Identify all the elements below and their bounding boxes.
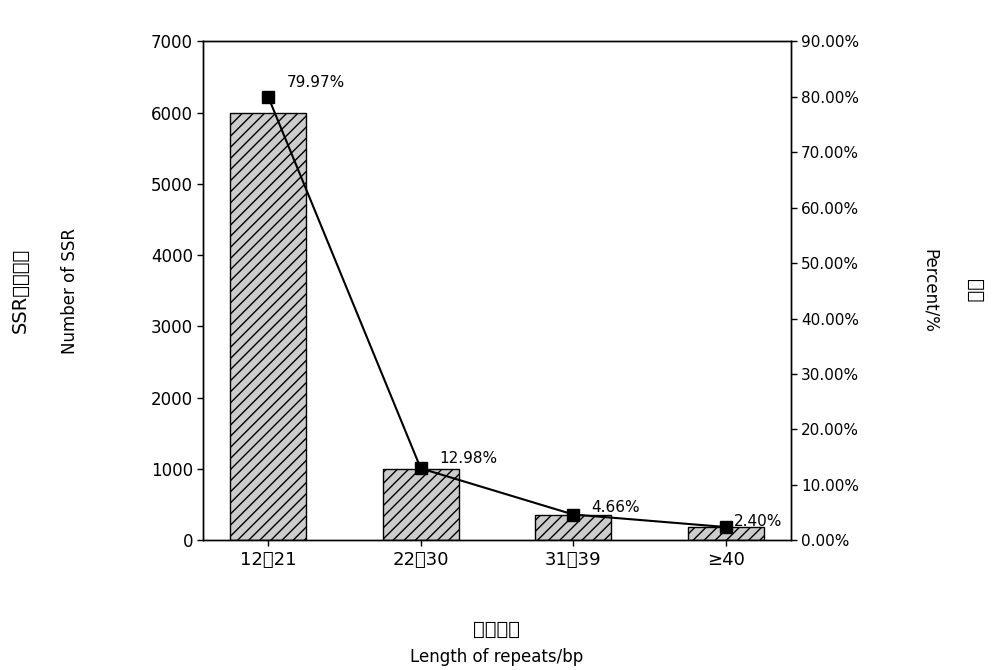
Text: Length of repeats/bp: Length of repeats/bp — [410, 648, 584, 665]
Text: 79.97%: 79.97% — [287, 75, 345, 90]
Text: Number of SSR: Number of SSR — [61, 228, 79, 354]
Bar — [383, 469, 459, 540]
Text: Percent/%: Percent/% — [921, 249, 939, 333]
Text: 4.66%: 4.66% — [592, 500, 640, 515]
Bar — [230, 113, 306, 540]
Text: 重复长度: 重复长度 — [474, 620, 520, 639]
Text: 12.98%: 12.98% — [439, 452, 497, 466]
Text: 2.40%: 2.40% — [733, 514, 782, 529]
Text: SSR位点数量: SSR位点数量 — [10, 248, 30, 334]
Text: 比例: 比例 — [966, 279, 984, 303]
Bar — [688, 527, 764, 540]
Bar — [535, 515, 611, 540]
